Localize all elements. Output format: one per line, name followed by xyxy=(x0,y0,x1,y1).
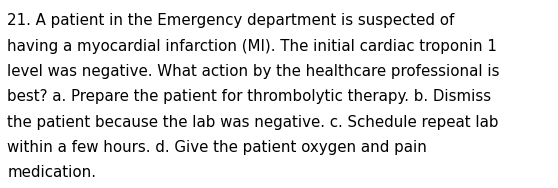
Text: 21. A patient in the Emergency department is suspected of: 21. A patient in the Emergency departmen… xyxy=(7,13,455,28)
Text: medication.: medication. xyxy=(7,165,96,180)
Text: best? a. Prepare the patient for thrombolytic therapy. b. Dismiss: best? a. Prepare the patient for thrombo… xyxy=(7,89,492,104)
Text: the patient because the lab was negative. c. Schedule repeat lab: the patient because the lab was negative… xyxy=(7,115,499,130)
Text: level was negative. What action by the healthcare professional is: level was negative. What action by the h… xyxy=(7,64,500,79)
Text: having a myocardial infarction (MI). The initial cardiac troponin 1: having a myocardial infarction (MI). The… xyxy=(7,39,497,54)
Text: within a few hours. d. Give the patient oxygen and pain: within a few hours. d. Give the patient … xyxy=(7,140,427,155)
